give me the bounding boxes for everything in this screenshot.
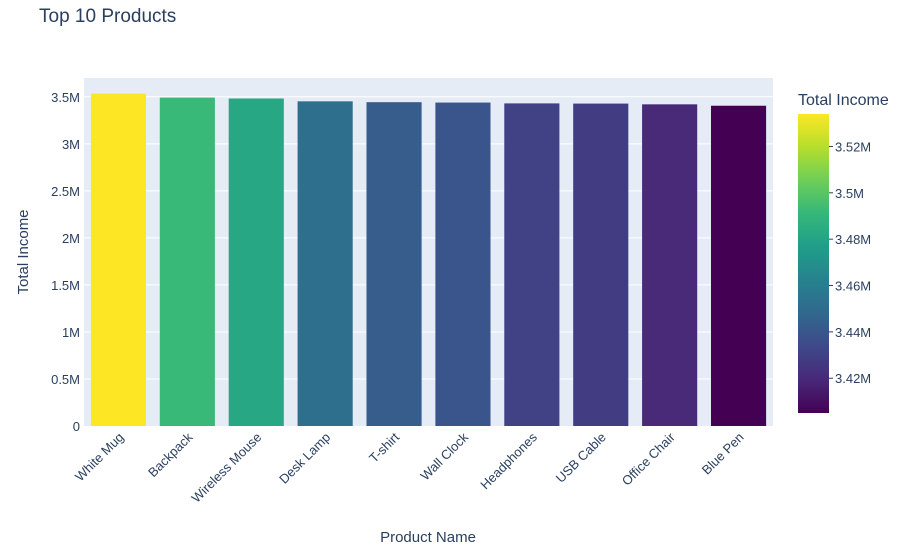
x-tick-label: Wireless Mouse	[188, 430, 264, 506]
bar	[159, 97, 215, 427]
x-tick-label: Backpack	[145, 429, 196, 480]
y-tick-label: 1.5M	[51, 278, 80, 293]
x-tick-label: Office Chair	[619, 429, 678, 488]
x-tick-label: Desk Lamp	[276, 430, 333, 487]
chart-title: Top 10 Products	[39, 6, 176, 27]
bar	[504, 103, 560, 426]
y-tick-label: 3M	[62, 137, 80, 152]
x-tick-label: White Mug	[72, 430, 127, 485]
bar	[642, 104, 698, 426]
bar	[90, 93, 147, 426]
colorbar-tick-label: 3.52M	[835, 139, 871, 154]
x-tick-label: Wall Clock	[417, 429, 471, 483]
x-tick-label: USB Cable	[553, 430, 609, 486]
bar	[573, 103, 629, 426]
x-axis-title: Product Name	[380, 529, 476, 546]
y-tick-label: 3.5M	[51, 90, 80, 105]
colorbar-tick-label: 3.44M	[835, 325, 871, 340]
bar	[366, 102, 422, 427]
colorbar-tick-label: 3.48M	[835, 232, 871, 247]
y-tick-label: 1M	[62, 325, 80, 340]
x-tick-label: Headphones	[477, 429, 540, 492]
y-tick-label: 2M	[62, 231, 80, 246]
y-tick-label: 0	[73, 419, 80, 434]
y-axis-ticks: 0 0.5M 1M 1.5M 2M 2.5M 3M 3.5M	[51, 90, 80, 434]
bar	[710, 105, 767, 427]
bars	[90, 93, 767, 427]
colorbar	[798, 114, 829, 413]
bar	[297, 101, 353, 426]
colorbar-tick-label: 3.42M	[835, 371, 871, 386]
x-tick-label: Blue Pen	[699, 430, 747, 478]
colorbar-title: Total Income	[798, 92, 889, 109]
bar	[228, 98, 284, 426]
y-tick-label: 2.5M	[51, 184, 80, 199]
colorbar-ticks: 3.42M 3.44M 3.46M 3.48M 3.5M 3.52M	[829, 139, 871, 386]
colorbar-tick-label: 3.46M	[835, 279, 871, 294]
y-tick-label: 0.5M	[51, 372, 80, 387]
bar	[435, 102, 491, 427]
colorbar-tick-label: 3.5M	[835, 186, 864, 201]
x-tick-label: T-shirt	[366, 429, 402, 465]
y-axis-title: Total Income	[15, 209, 32, 294]
